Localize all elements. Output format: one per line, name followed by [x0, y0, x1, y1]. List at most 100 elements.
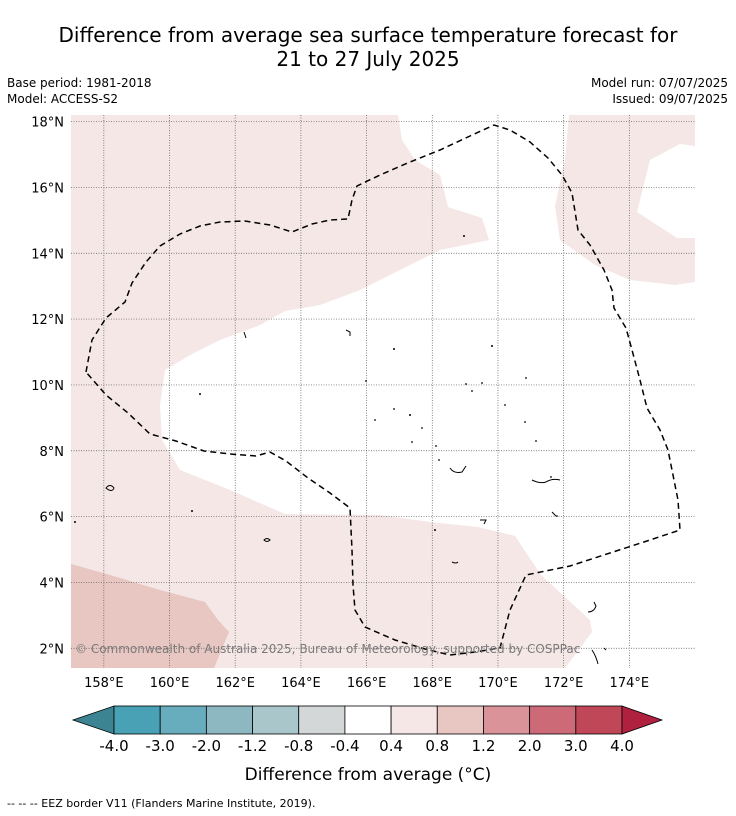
meta-left: Base period: 1981-2018 Model: ACCESS-S2 — [7, 75, 152, 107]
islet — [438, 459, 440, 461]
islet — [471, 390, 473, 392]
islet — [374, 419, 376, 421]
islet — [463, 235, 465, 237]
islet — [524, 421, 526, 423]
eez-border — [85, 124, 681, 656]
graticule — [71, 115, 695, 668]
lat-tick-label: 2°N — [40, 642, 65, 657]
island-outline — [105, 485, 115, 491]
lat-tick-label: 10°N — [31, 379, 64, 394]
islet — [525, 377, 527, 379]
colorbar-tick-label: -0.8 — [284, 737, 313, 755]
island-outline — [480, 519, 487, 525]
colorbar-bin — [159, 705, 207, 735]
colorbar-bin — [252, 705, 300, 735]
map-title: Difference from average sea surface temp… — [0, 23, 736, 71]
lat-tick-label: 8°N — [40, 445, 65, 460]
colorbar-extend-high — [621, 705, 664, 735]
lon-tick-label: 168°E — [412, 676, 452, 691]
island-outline — [551, 511, 558, 517]
islet — [409, 414, 411, 416]
colorbar-tick-label: 0.8 — [425, 737, 449, 755]
lon-tick-label: 170°E — [478, 676, 518, 691]
footnote: -- -- -- EEZ border V11 (Flanders Marine… — [7, 797, 316, 810]
lon-tick-label: 162°E — [215, 676, 255, 691]
lon-tick-label: 172°E — [544, 676, 584, 691]
colorbar-bin — [113, 705, 161, 735]
islet — [434, 529, 436, 531]
model-run: Model run: 07/07/2025 — [590, 76, 728, 90]
islet — [504, 404, 506, 406]
copyright-notice: © Commonwealth of Australia 2025, Bureau… — [75, 642, 580, 656]
colorbar-tick-label: 2.0 — [518, 737, 542, 755]
colorbar-extend-low — [71, 705, 115, 735]
colorbar-bin — [483, 705, 531, 735]
islets — [74, 235, 552, 531]
colorbar-tick-label: -4.0 — [99, 737, 128, 755]
island-outline — [603, 647, 607, 651]
meta-right: Model run: 07/07/2025 Issued: 09/07/2025 — [591, 75, 728, 107]
lon-tick-label: 166°E — [347, 676, 387, 691]
islet — [421, 427, 423, 429]
island-outline — [263, 538, 271, 542]
colorbar-bin — [390, 705, 438, 735]
colorbar — [71, 705, 664, 735]
islet — [550, 476, 552, 478]
islet — [465, 383, 467, 385]
islet — [393, 348, 395, 350]
colorbar-labels: -4.0 -3.0 -2.0 -1.2 -0.8 -0.4 0.4 0.8 1.2 2.0 3.0 4… — [99, 737, 634, 755]
latitude-labels: 18°N 16°N 14°N 12°N 10°N 8°N 6°N 4°N 2°N — [31, 116, 64, 658]
colorbar-bin — [529, 705, 577, 735]
colorbar-tick-label: -2.0 — [192, 737, 221, 755]
island-outline — [345, 329, 351, 336]
islet — [74, 521, 76, 523]
lat-tick-label: 18°N — [31, 116, 64, 131]
lat-tick-label: 12°N — [31, 313, 64, 328]
islet — [491, 345, 493, 347]
colorbar-tick-label: 3.0 — [564, 737, 588, 755]
model-name: Model: ACCESS-S2 — [7, 92, 119, 106]
colorbar-bin — [344, 705, 392, 735]
colorbar-tick-label: -3.0 — [146, 737, 175, 755]
title-line-1: Difference from average sea surface temp… — [58, 23, 678, 47]
issued-date: Issued: 09/07/2025 — [612, 92, 728, 106]
colorbar-tick-label: 0.4 — [379, 737, 403, 755]
map-area — [71, 115, 695, 668]
island-outline — [243, 331, 247, 339]
title-line-2: 21 to 27 July 2025 — [276, 47, 460, 71]
islands — [105, 329, 607, 665]
colorbar-tick-label: -0.4 — [330, 737, 359, 755]
islet — [435, 445, 437, 447]
islet — [365, 380, 367, 382]
colorbar-tick-label: 1.2 — [472, 737, 496, 755]
colorbar-tick-label: -1.2 — [238, 737, 267, 755]
lon-tick-label: 174°E — [610, 676, 650, 691]
colorbar-title: Difference from average (°C) — [245, 765, 492, 785]
colorbar-bin — [436, 705, 484, 735]
islet — [411, 441, 413, 443]
base-period: Base period: 1981-2018 — [7, 76, 152, 90]
islet — [535, 440, 537, 442]
colorbar-bin — [575, 705, 623, 735]
islet — [393, 408, 395, 410]
lat-tick-label: 4°N — [40, 576, 65, 591]
colorbar-tick-label: 4.0 — [610, 737, 634, 755]
island-outline — [531, 478, 561, 484]
lon-tick-label: 160°E — [150, 676, 190, 691]
island-outline — [449, 465, 467, 473]
island-outline — [587, 601, 597, 613]
lat-tick-label: 14°N — [31, 247, 64, 262]
lon-tick-label: 158°E — [84, 676, 124, 691]
anomaly-region-medium — [71, 564, 229, 668]
islet — [199, 393, 201, 395]
lat-tick-label: 16°N — [31, 181, 64, 196]
colorbar-bin — [298, 705, 346, 735]
lon-tick-label: 164°E — [281, 676, 321, 691]
lat-tick-label: 6°N — [40, 511, 65, 526]
islet — [481, 382, 483, 384]
island-outline — [591, 649, 599, 665]
colorbar-bin — [205, 705, 253, 735]
islet — [191, 510, 193, 512]
longitude-labels: 158°E 160°E 162°E 164°E 166°E 168°E 170°E 172°E… — [84, 676, 649, 691]
